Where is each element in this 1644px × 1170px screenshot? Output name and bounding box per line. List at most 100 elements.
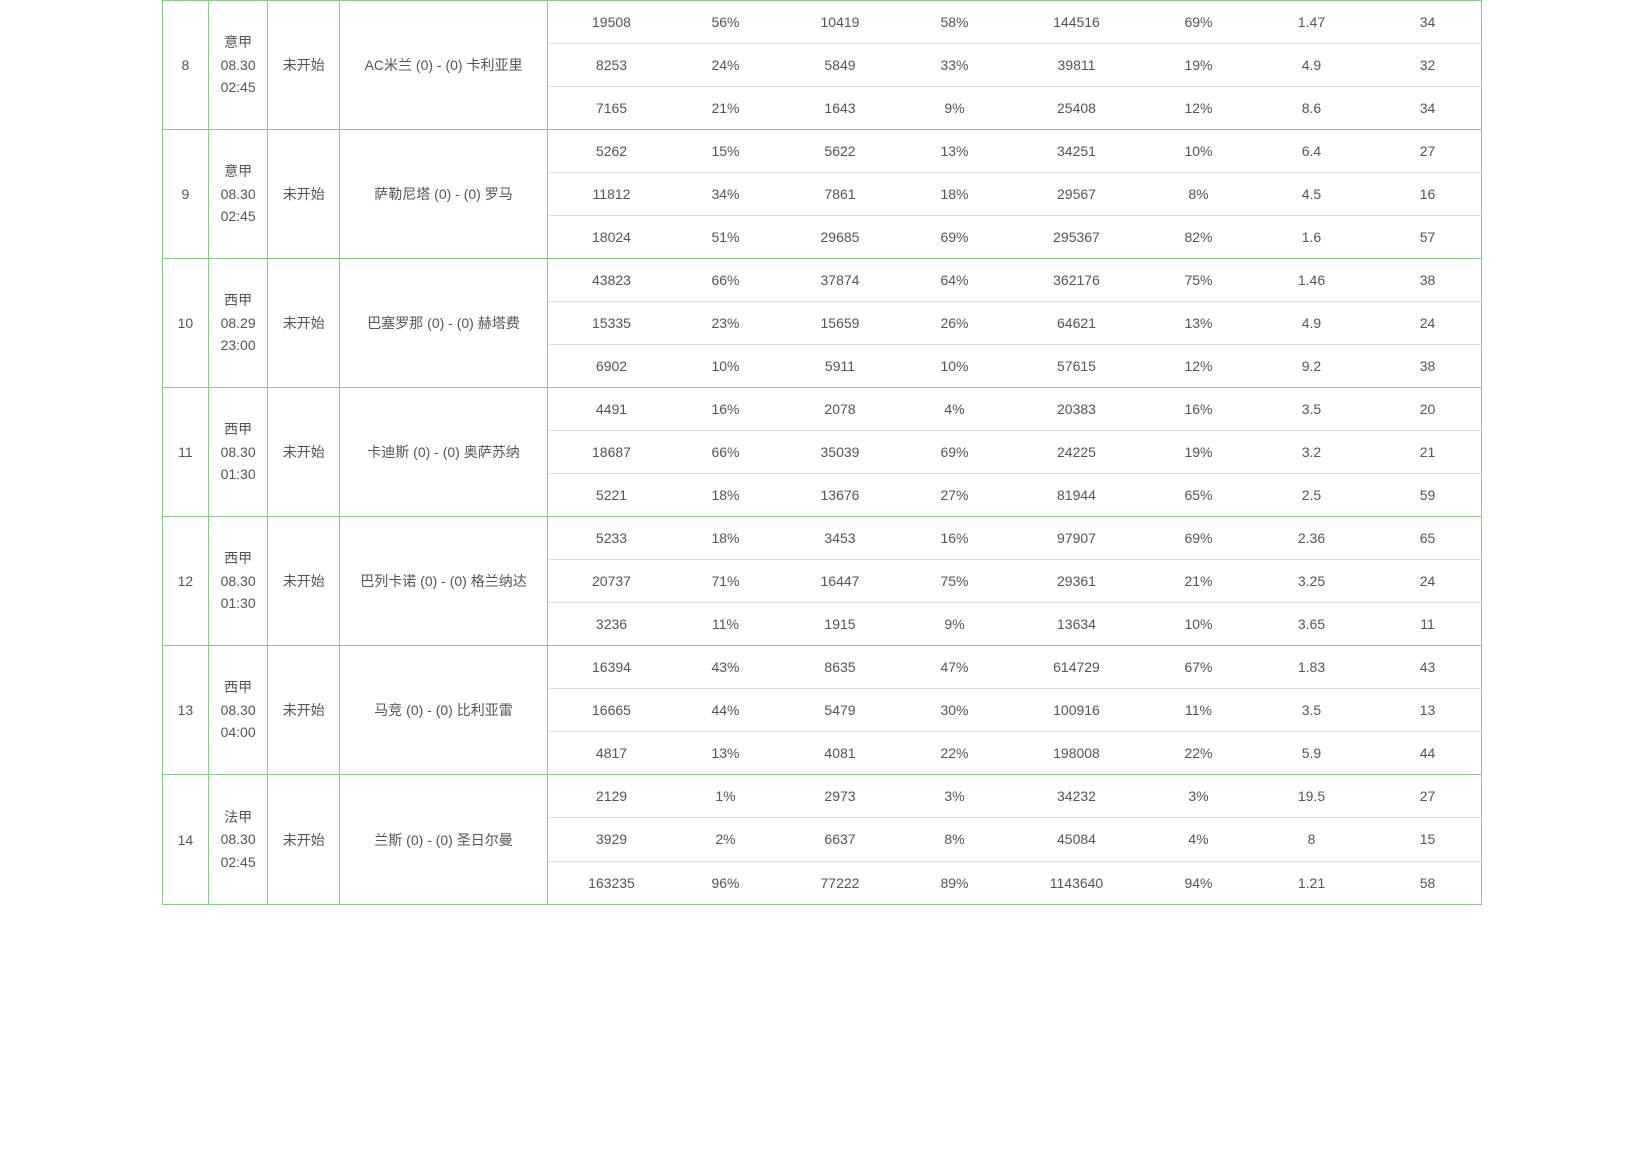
odds-cell: 75% xyxy=(904,573,1005,589)
match-fixture[interactable]: 巴列卡诺 (0) - (0) 格兰纳达 xyxy=(340,517,548,645)
odds-cell: 1143640 xyxy=(1005,875,1148,891)
time-label: 02:45 xyxy=(221,76,256,98)
odds-cell: 3453 xyxy=(776,530,904,546)
date-label: 08.30 xyxy=(221,441,256,463)
odds-cell: 3% xyxy=(1148,788,1249,804)
odds-cell: 1.6 xyxy=(1249,229,1374,245)
odds-cell: 15659 xyxy=(776,315,904,331)
odds-cell: 20 xyxy=(1374,401,1481,417)
match-fixture[interactable]: 卡迪斯 (0) - (0) 奥萨苏纳 xyxy=(340,388,548,516)
date-label: 08.30 xyxy=(221,699,256,721)
odds-cell: 1.47 xyxy=(1249,14,1374,30)
odds-cell: 144516 xyxy=(1005,14,1148,30)
match-row[interactable]: 12西甲08.3001:30未开始巴列卡诺 (0) - (0) 格兰纳达5233… xyxy=(163,517,1481,646)
match-row[interactable]: 10西甲08.2923:00未开始巴塞罗那 (0) - (0) 赫塔费43823… xyxy=(163,259,1481,388)
match-index: 11 xyxy=(163,388,209,516)
date-label: 08.30 xyxy=(221,828,256,850)
match-fixture[interactable]: 马竞 (0) - (0) 比利亚雷 xyxy=(340,646,548,774)
match-row[interactable]: 9意甲08.3002:45未开始萨勒尼塔 (0) - (0) 罗马526215%… xyxy=(163,130,1481,259)
odds-cell: 12% xyxy=(1148,100,1249,116)
odds-cell: 71% xyxy=(675,573,776,589)
odds-cell: 29567 xyxy=(1005,186,1148,202)
odds-cell: 51% xyxy=(675,229,776,245)
match-row[interactable]: 14法甲08.3002:45未开始兰斯 (0) - (0) 圣日尔曼21291%… xyxy=(163,775,1481,904)
odds-cell: 2.5 xyxy=(1249,487,1374,503)
odds-cell: 7861 xyxy=(776,186,904,202)
time-label: 01:30 xyxy=(221,463,256,485)
odds-cell: 24225 xyxy=(1005,444,1148,460)
odds-cell: 4% xyxy=(1148,831,1249,847)
odds-cell: 43823 xyxy=(548,272,675,288)
odds-cell: 1.21 xyxy=(1249,875,1374,891)
odds-line: 526215%562213%3425110%6.427 xyxy=(548,130,1481,173)
odds-data: 21291%29733%342323%19.52739292%66378%450… xyxy=(548,775,1481,904)
match-fixture[interactable]: 巴塞罗那 (0) - (0) 赫塔费 xyxy=(340,259,548,387)
odds-cell: 18687 xyxy=(548,444,675,460)
odds-cell: 24 xyxy=(1374,315,1481,331)
odds-cell: 34 xyxy=(1374,14,1481,30)
odds-cell: 5622 xyxy=(776,143,904,159)
odds-cell: 16447 xyxy=(776,573,904,589)
odds-cell: 4.9 xyxy=(1249,315,1374,331)
odds-cell: 5233 xyxy=(548,530,675,546)
odds-cell: 11% xyxy=(675,616,776,632)
odds-cell: 96% xyxy=(675,875,776,891)
odds-cell: 18% xyxy=(904,186,1005,202)
odds-cell: 11 xyxy=(1374,616,1481,632)
odds-cell: 3929 xyxy=(548,831,675,847)
odds-cell: 20737 xyxy=(548,573,675,589)
odds-cell: 22% xyxy=(904,745,1005,761)
odds-cell: 4% xyxy=(904,401,1005,417)
match-index: 12 xyxy=(163,517,209,645)
league-label: 意甲 xyxy=(224,160,252,182)
match-fixture[interactable]: 萨勒尼塔 (0) - (0) 罗马 xyxy=(340,130,548,258)
odds-cell: 24 xyxy=(1374,573,1481,589)
match-fixture[interactable]: AC米兰 (0) - (0) 卡利亚里 xyxy=(340,1,548,129)
odds-cell: 16% xyxy=(1148,401,1249,417)
time-label: 02:45 xyxy=(221,851,256,873)
odds-cell: 18024 xyxy=(548,229,675,245)
league-label: 西甲 xyxy=(224,289,252,311)
odds-cell: 66% xyxy=(675,444,776,460)
odds-cell: 8% xyxy=(1148,186,1249,202)
odds-cell: 47% xyxy=(904,659,1005,675)
odds-cell: 29685 xyxy=(776,229,904,245)
odds-cell: 24% xyxy=(675,57,776,73)
odds-cell: 19% xyxy=(1148,57,1249,73)
odds-cell: 8635 xyxy=(776,659,904,675)
odds-line: 690210%591110%5761512%9.238 xyxy=(548,345,1481,387)
odds-cell: 44% xyxy=(675,702,776,718)
odds-cell: 3.5 xyxy=(1249,702,1374,718)
odds-cell: 3.25 xyxy=(1249,573,1374,589)
odds-cell: 34232 xyxy=(1005,788,1148,804)
odds-cell: 295367 xyxy=(1005,229,1148,245)
time-label: 01:30 xyxy=(221,592,256,614)
odds-cell: 69% xyxy=(1148,530,1249,546)
odds-cell: 1% xyxy=(675,788,776,804)
match-row[interactable]: 13西甲08.3004:00未开始马竞 (0) - (0) 比利亚雷163944… xyxy=(163,646,1481,775)
odds-line: 716521%16439%2540812%8.634 xyxy=(548,87,1481,129)
odds-line: 4382366%3787464%36217675%1.4638 xyxy=(548,259,1481,302)
odds-table: 8意甲08.3002:45未开始AC米兰 (0) - (0) 卡利亚里19508… xyxy=(162,0,1482,905)
odds-cell: 18% xyxy=(675,487,776,503)
odds-cell: 43 xyxy=(1374,659,1481,675)
odds-cell: 4817 xyxy=(548,745,675,761)
odds-cell: 64% xyxy=(904,272,1005,288)
match-fixture[interactable]: 兰斯 (0) - (0) 圣日尔曼 xyxy=(340,775,548,904)
odds-cell: 59 xyxy=(1374,487,1481,503)
odds-cell: 13% xyxy=(1148,315,1249,331)
odds-cell: 16 xyxy=(1374,186,1481,202)
date-label: 08.30 xyxy=(221,183,256,205)
match-status: 未开始 xyxy=(268,775,340,904)
odds-cell: 13676 xyxy=(776,487,904,503)
match-row[interactable]: 11西甲08.3001:30未开始卡迪斯 (0) - (0) 奥萨苏纳44911… xyxy=(163,388,1481,517)
odds-cell: 8% xyxy=(904,831,1005,847)
odds-cell: 81944 xyxy=(1005,487,1148,503)
odds-cell: 13 xyxy=(1374,702,1481,718)
odds-cell: 58 xyxy=(1374,875,1481,891)
odds-cell: 38 xyxy=(1374,272,1481,288)
odds-cell: 362176 xyxy=(1005,272,1148,288)
odds-cell: 43% xyxy=(675,659,776,675)
match-index: 10 xyxy=(163,259,209,387)
match-row[interactable]: 8意甲08.3002:45未开始AC米兰 (0) - (0) 卡利亚里19508… xyxy=(163,1,1481,130)
